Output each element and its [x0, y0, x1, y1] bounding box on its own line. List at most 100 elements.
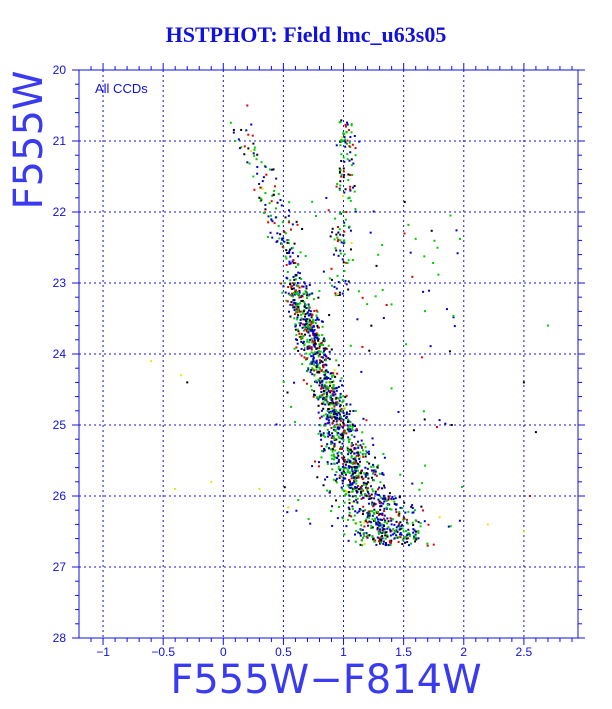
data-point [335, 413, 338, 416]
data-point [328, 358, 331, 361]
data-point [304, 304, 307, 307]
data-point [322, 350, 325, 353]
data-point [352, 500, 355, 503]
data-point [340, 446, 343, 449]
data-point [331, 468, 334, 471]
data-point [287, 292, 290, 295]
data-point [412, 528, 415, 531]
data-point [356, 497, 359, 500]
data-point [288, 252, 291, 255]
data-point [304, 290, 307, 293]
data-point [250, 123, 253, 126]
data-point [336, 274, 339, 277]
data-point [305, 330, 308, 333]
data-point [393, 530, 396, 533]
data-point [397, 540, 400, 543]
data-point [308, 353, 311, 356]
y-tick-label: 20 [53, 63, 67, 77]
data-point [285, 299, 288, 302]
data-point [325, 397, 328, 400]
data-point [448, 350, 451, 353]
data-point [316, 336, 319, 339]
data-point [376, 536, 379, 539]
data-point [364, 466, 367, 469]
data-point [376, 493, 379, 496]
data-point [403, 517, 406, 520]
data-point [319, 377, 322, 380]
data-point [414, 519, 417, 522]
data-point [339, 140, 342, 143]
data-point [342, 468, 345, 471]
data-point [324, 377, 327, 380]
data-point [338, 413, 341, 416]
data-point [362, 449, 365, 452]
data-point [453, 325, 456, 328]
data-point [316, 381, 319, 384]
data-point [360, 493, 363, 496]
data-point [347, 518, 350, 521]
data-point [350, 454, 353, 457]
data-point [423, 520, 426, 523]
data-point [316, 324, 319, 327]
data-point [341, 479, 344, 482]
data-point [335, 287, 338, 290]
data-point [340, 407, 343, 410]
data-point [310, 348, 313, 351]
data-point [318, 345, 321, 348]
data-point [424, 310, 427, 313]
data-point [340, 425, 343, 428]
data-point [246, 161, 249, 164]
data-point [270, 214, 273, 217]
data-point [379, 508, 382, 511]
data-point [311, 313, 314, 316]
data-point [387, 520, 390, 523]
data-point [354, 154, 357, 157]
data-point [378, 525, 381, 528]
data-point [282, 237, 285, 240]
data-point [360, 497, 363, 500]
data-point [405, 537, 408, 540]
data-point [397, 536, 400, 539]
data-point [412, 524, 415, 527]
data-point [348, 413, 351, 416]
data-point [351, 505, 354, 508]
data-point [371, 518, 374, 521]
data-point [353, 190, 356, 193]
data-point [288, 201, 291, 204]
data-point [330, 348, 333, 351]
data-point [405, 530, 408, 533]
data-point [345, 432, 348, 435]
data-point [363, 535, 366, 538]
data-point [319, 394, 322, 397]
data-point [293, 298, 296, 301]
data-point [379, 518, 382, 521]
data-point [250, 150, 253, 153]
data-point [276, 201, 279, 204]
data-point [310, 389, 313, 392]
data-point [384, 544, 387, 547]
data-point [323, 448, 326, 451]
data-point [287, 310, 290, 313]
data-point [342, 194, 345, 197]
data-point [330, 448, 333, 451]
data-point [336, 517, 339, 520]
data-point [327, 435, 330, 438]
data-point [357, 453, 360, 456]
data-point [332, 436, 335, 439]
data-point [329, 235, 332, 238]
data-point [323, 358, 326, 361]
data-point [335, 396, 338, 399]
data-point [327, 447, 330, 450]
data-point [333, 442, 336, 445]
data-point [303, 333, 306, 336]
data-point [294, 311, 297, 314]
data-point [417, 521, 420, 524]
data-point [321, 320, 324, 323]
data-point [378, 472, 381, 475]
data-point [319, 350, 322, 353]
data-point [329, 414, 332, 417]
data-point [342, 431, 345, 434]
data-point [317, 461, 320, 464]
data-point [329, 382, 332, 385]
data-point [374, 490, 377, 493]
